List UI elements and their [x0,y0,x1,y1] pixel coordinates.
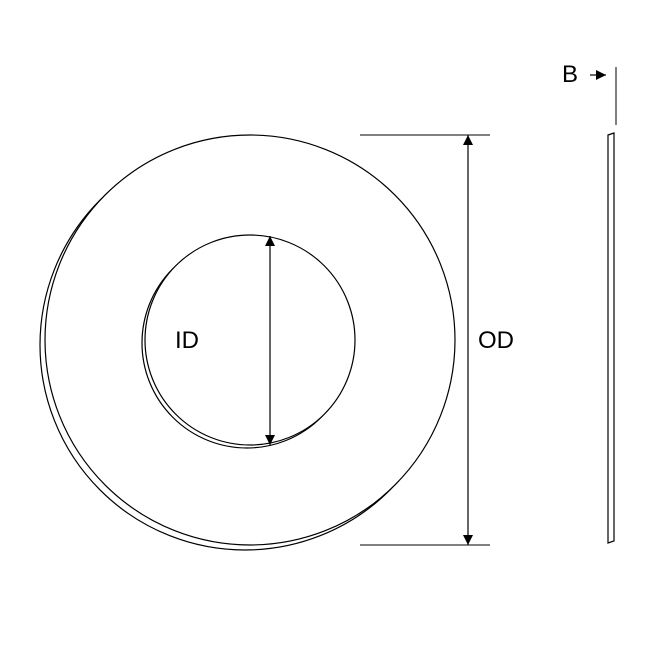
washer-side-view [608,133,614,543]
od-label: OD [478,327,514,354]
washer-technical-drawing: OD ID B [0,0,670,670]
id-label: ID [175,327,199,354]
b-label: B [562,61,578,88]
